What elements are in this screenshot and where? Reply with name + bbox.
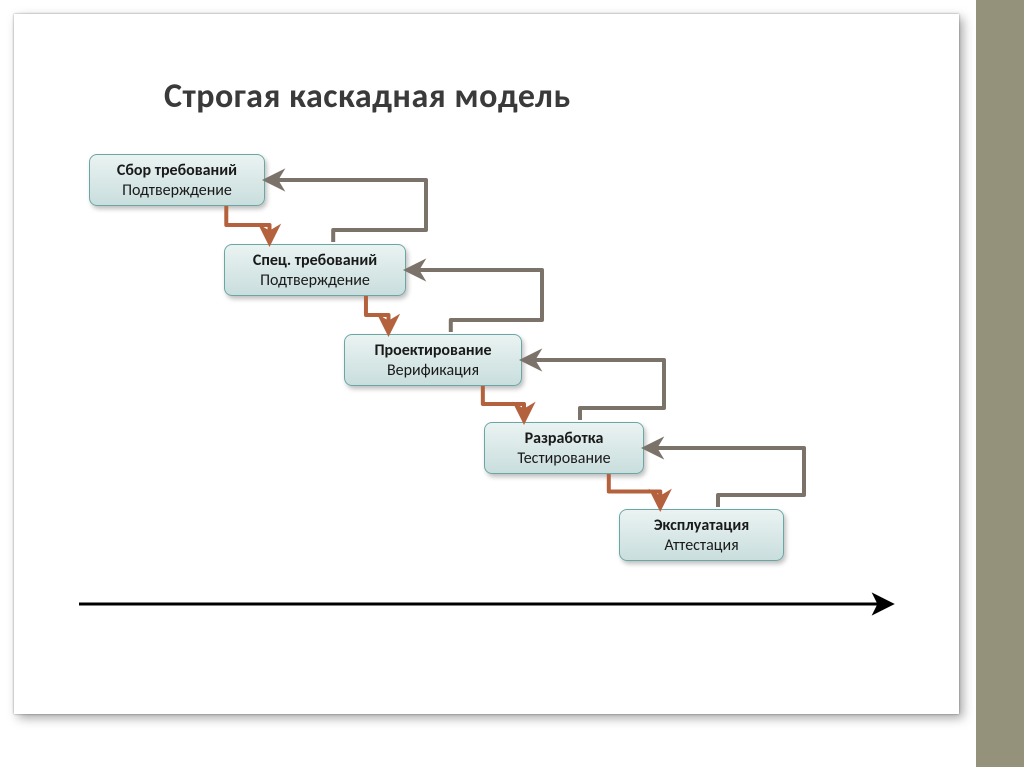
stage-subtitle: Аттестация [630, 536, 773, 556]
stage-title: Сбор требований [100, 161, 254, 181]
backward-arrow-1 [410, 270, 542, 332]
stage-n5: ЭксплуатацияАттестация [619, 509, 784, 561]
backward-arrow-3 [648, 448, 804, 507]
stage-n2: Спец. требованийПодтверждение [224, 244, 406, 296]
forward-arrow-2 [483, 386, 524, 418]
diagram-title: Строгая каскадная модель [164, 76, 571, 117]
stage-title: Эксплуатация [630, 516, 773, 536]
stage-n1: Сбор требованийПодтверждение [89, 154, 265, 206]
forward-arrow-0 [226, 206, 269, 240]
stage-n3: ПроектированиеВерификация [344, 334, 522, 386]
stage-subtitle: Подтверждение [235, 271, 395, 291]
stage-subtitle: Тестирование [495, 449, 633, 469]
stage-title: Проектирование [355, 341, 511, 361]
slide-canvas: Строгая каскадная модель Сбор требований… [14, 14, 959, 714]
side-strip [976, 0, 1024, 767]
backward-arrow-2 [526, 360, 664, 420]
forward-arrow-3 [609, 474, 660, 505]
stage-subtitle: Верификация [355, 361, 511, 381]
stage-subtitle: Подтверждение [100, 181, 254, 201]
stage-title: Разработка [495, 429, 633, 449]
backward-arrow-0 [269, 180, 426, 242]
forward-arrow-1 [366, 296, 389, 330]
stage-n4: РазработкаТестирование [484, 422, 644, 474]
stage-title: Спец. требований [235, 251, 395, 271]
